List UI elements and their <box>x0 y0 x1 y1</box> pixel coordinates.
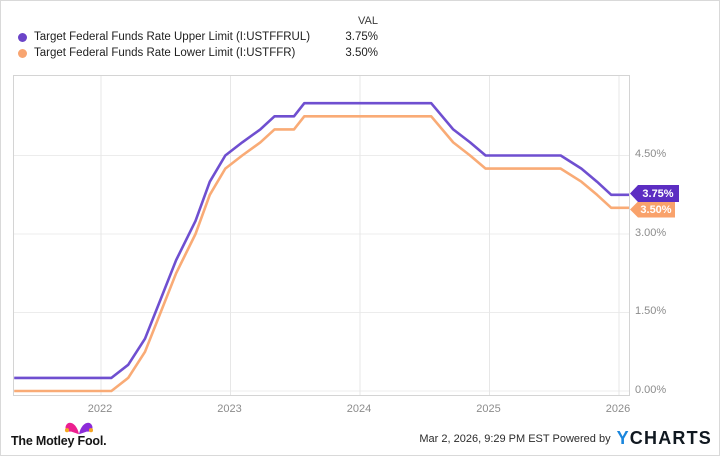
lower-value-badge: 3.50% <box>630 201 675 218</box>
legend-value: 3.75% <box>345 31 378 43</box>
upper-value-badge: 3.75% <box>630 185 679 202</box>
x-tick-label: 2025 <box>476 403 501 415</box>
legend-label: Target Federal Funds Rate Lower Limit (I… <box>34 46 296 59</box>
x-tick-label: 2026 <box>605 403 631 415</box>
legend-value: 3.50% <box>345 46 378 59</box>
jester-hat-icon <box>64 422 94 435</box>
legend-label: Target Federal Funds Rate Upper Limit (I… <box>34 31 311 43</box>
lower-series-dot-icon <box>18 48 27 58</box>
upper-series-dot-icon <box>18 33 27 42</box>
x-tick-label: 2023 <box>217 403 242 415</box>
ycharts-wordmark: CHARTS <box>629 428 712 448</box>
timestamp-powered-by: Mar 2, 2026, 9:29 PM EST Powered by <box>419 433 610 445</box>
motley-fool-logo[interactable]: The Motley Fool. <box>11 420 131 452</box>
upper-limit-line <box>14 101 629 380</box>
legend-item-upper: Target Federal Funds Rate Upper Limit (I… <box>1 30 719 45</box>
footer-attribution: Mar 2, 2026, 9:29 PM EST Powered by YCHA… <box>419 428 712 449</box>
y-tick-label: 3.00% <box>635 226 667 239</box>
y-tick-label: 4.50% <box>635 148 667 160</box>
ycharts-logo[interactable]: YCHARTS <box>617 428 712 449</box>
upper-value-badge-label: 3.75% <box>642 187 674 200</box>
plot-area <box>13 75 630 396</box>
y-tick-label: 1.50% <box>635 305 667 317</box>
lower-limit-line <box>14 114 629 393</box>
x-tick-label: 2022 <box>87 403 113 415</box>
powered-by-label: Powered by <box>552 432 611 445</box>
ycharts-y-glyph: Y <box>616 428 630 448</box>
y-tick-label: 0.00% <box>635 383 667 396</box>
timestamp: Mar 2, 2026, 9:29 PM EST <box>419 432 550 445</box>
x-tick-label: 2024 <box>346 403 372 415</box>
lower-value-badge-label: 3.50% <box>640 203 672 216</box>
rate-chart <box>14 76 629 395</box>
legend-val-header: VAL <box>358 15 378 27</box>
legend-item-lower: Target Federal Funds Rate Lower Limit (I… <box>1 46 719 61</box>
motley-fool-wordmark: The Motley Fool. <box>11 434 107 448</box>
